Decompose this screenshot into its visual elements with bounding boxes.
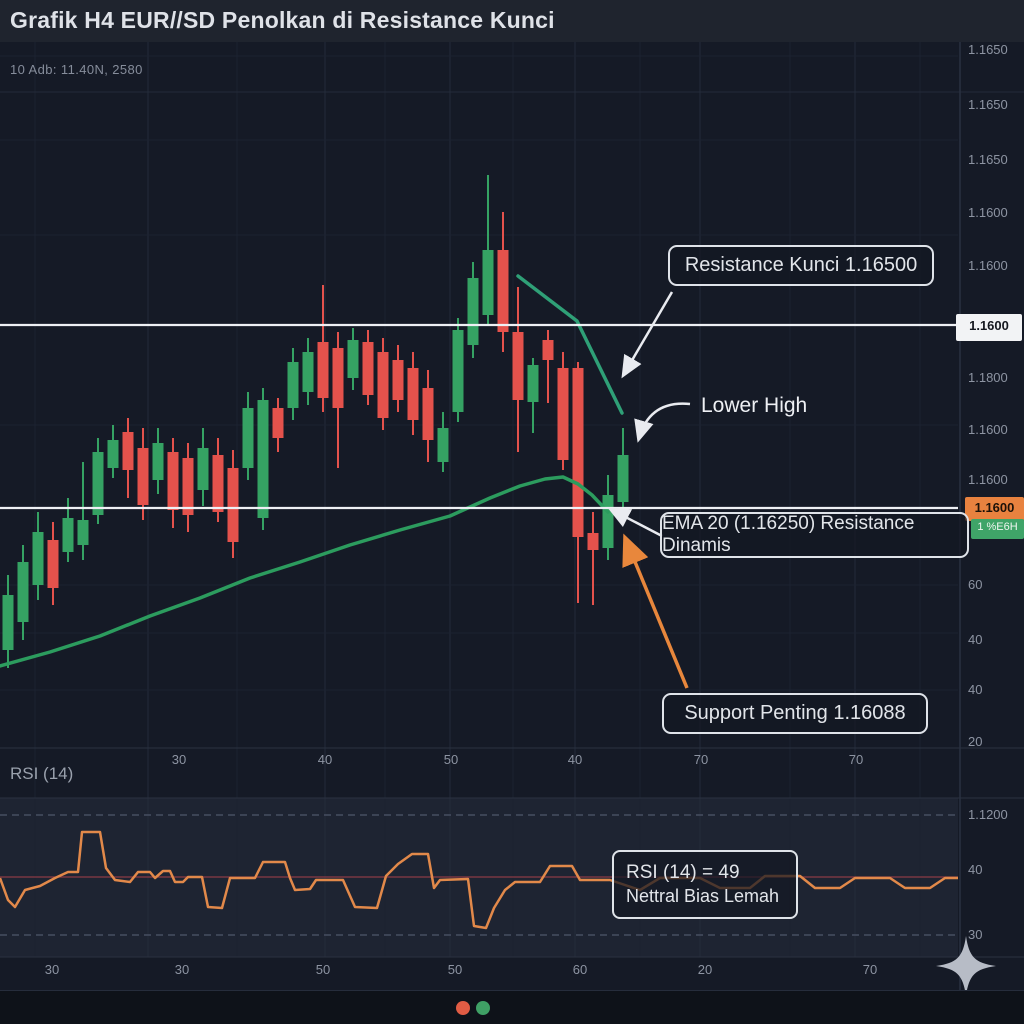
pagination-dot-2[interactable] [476,1001,490,1015]
arrow-ema [607,507,663,538]
candle-body [422,388,434,440]
candle-body [587,533,599,550]
price-axis-label: 60 [968,577,983,592]
price-axis-label: 1.1600 [968,205,1008,220]
time-axis-label: 30 [171,752,187,767]
ema20-line [0,475,610,668]
price-tag-resistance: 1.1600 [956,314,1022,341]
candle-body [122,432,134,470]
time-axis-label: 40 [567,752,583,767]
arrow-resistance [621,291,674,379]
time-axis-label: 20 [697,962,713,977]
time-axis-label: 60 [572,962,588,977]
candle-body [572,368,584,537]
candle-body [482,250,494,315]
annotation-rsi-state: Nettral Bias Lemah [626,886,780,906]
annotation-resistance: Resistance Kunci 1.16500 [668,245,934,286]
time-axis-label: 50 [447,962,463,977]
candle-body [167,452,179,510]
time-axis-label: 30 [44,962,60,977]
candle-body [47,540,59,588]
candle-body [347,340,359,378]
time-axis-label: 50 [443,752,459,767]
candle-body [377,352,389,418]
candle-body [62,518,74,552]
candle-body [437,428,449,462]
time-axis-label: 30 [174,962,190,977]
candle-body [467,278,479,345]
rsi-pane-label: RSI (14) [10,764,74,783]
price-axis-label: 1.1650 [968,97,1008,112]
candle-body [527,365,539,402]
candle-body [362,342,374,395]
price-axis-label: 40 [968,632,983,647]
candle-body [32,532,44,585]
pagination-dot-1[interactable] [456,1001,470,1015]
price-axis-label: 20 [968,734,983,749]
candle-body [212,455,224,512]
price-axis-label: 1.1600 [968,472,1008,487]
time-axis-label: 70 [693,752,709,767]
candle-body [242,408,254,468]
price-tag-current: 1.1600 [965,497,1024,521]
candle-body [92,452,104,515]
price-axis-label: 1.1600 [968,258,1008,273]
candle-body [287,362,299,408]
sparkle-icon [936,936,996,996]
candle-body [17,562,29,622]
candle-body [272,408,284,438]
candle-body [302,352,314,392]
price-axis-label: 40 [968,682,983,697]
annotation-support-text: Support Penting 1.16088 [684,702,906,724]
price-axis-label: 30 [968,927,983,942]
candle-body [392,360,404,400]
candle-body [107,440,119,468]
candle-body [557,368,569,460]
time-axis-label: 50 [315,962,331,977]
candle-body [542,340,554,360]
price-axis-label: 1.1650 [968,42,1008,57]
downtrend-line [516,274,624,415]
annotation-resistance-text: Resistance Kunci 1.16500 [684,254,918,276]
page-title: Grafik H4 EUR//SD Penolkan di Resistance… [10,7,555,33]
price-axis-label: 1.1800 [968,370,1008,385]
candle-body [257,400,269,518]
title-bar: Grafik H4 EUR//SD Penolkan di Resistance… [0,0,1024,42]
annotation-ema-text: EMA 20 (1.16250) Resistance Dinamis [662,513,915,556]
arrow-lower-high [634,402,691,443]
candle-body [317,342,329,398]
price-tag-ema: 1 %E6H [971,519,1024,539]
candle-body [2,595,14,650]
arrow-support [622,533,689,689]
time-axis-label: 70 [862,962,878,977]
annotation-lower-high: Lower High [701,394,808,417]
candle-body [137,448,149,505]
candle-body [512,332,524,400]
candle-body [77,520,89,545]
candle-body [182,458,194,515]
candle-body [227,468,239,542]
candle-body [617,455,629,502]
ohlc-info: 10 Adb: 11.40N, 2580 [10,62,143,77]
time-axis-label: 40 [317,752,333,767]
annotation-rsi-value: RSI (14) = 49 [626,862,740,883]
price-axis-label: 1.1650 [968,152,1008,167]
annotation-rsi: RSI (14) = 49 Nettral Bias Lemah [612,850,798,919]
price-axis-label: 1.1200 [968,807,1008,822]
bottom-bar [0,990,1024,1024]
candle-body [332,348,344,408]
candle-body [497,250,509,332]
time-axis-label: 70 [848,752,864,767]
candle-body [197,448,209,490]
candle-body [152,443,164,480]
annotation-support: Support Penting 1.16088 [662,693,928,734]
candle-body [407,368,419,420]
candle-body [602,495,614,548]
candle-body [452,330,464,412]
annotation-ema: EMA 20 (1.16250) Resistance Dinamis [660,512,969,558]
price-axis-label: 40 [968,862,983,877]
price-axis-label: 1.1600 [968,422,1008,437]
